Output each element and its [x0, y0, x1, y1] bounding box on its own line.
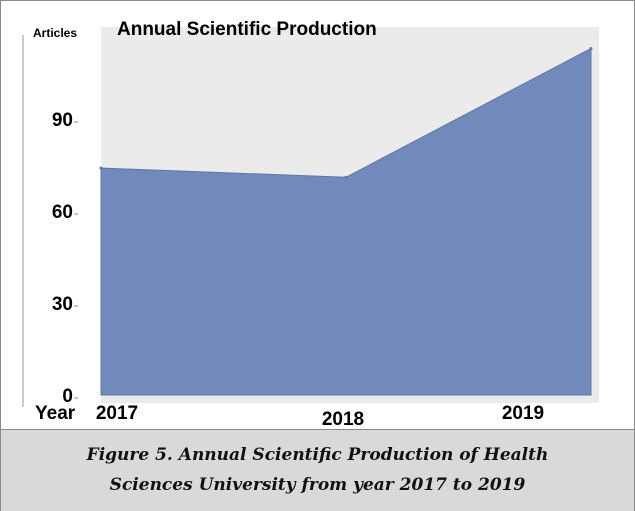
x-tick-label-2017: 2017: [96, 403, 138, 424]
x-ticks: 2017 2018 2019: [96, 403, 544, 427]
y-tick-label: 60: [52, 202, 73, 223]
figure-caption: Figure 5. Annual Scientific Production o…: [1, 429, 634, 511]
y-ticks: 0 30 60 90: [52, 110, 78, 407]
chart-title: Annual Scientific Production: [117, 19, 377, 40]
area-chart: Articles Annual Scientific Production Ye…: [22, 19, 599, 427]
y-axis-label: Articles: [33, 26, 77, 40]
chart-container: Articles Annual Scientific Production Ye…: [21, 15, 631, 427]
caption-line-2: Sciences University from year 2017 to 20…: [109, 475, 526, 495]
x-tick-label-2019: 2019: [502, 403, 544, 424]
area-series: [100, 47, 592, 396]
x-axis-label: Year: [35, 403, 76, 424]
x-tick-label-2018: 2018: [322, 409, 364, 427]
y-tick-label: 90: [52, 110, 73, 131]
y-tick-label: 30: [52, 294, 73, 315]
data-point-2018: [344, 175, 348, 179]
caption-line-1: Figure 5. Annual Scientific Production o…: [86, 445, 549, 465]
y-tick-label: 0: [62, 386, 73, 407]
data-point-2019: [589, 46, 593, 50]
data-points: [99, 46, 593, 179]
data-point-2017: [99, 166, 103, 170]
